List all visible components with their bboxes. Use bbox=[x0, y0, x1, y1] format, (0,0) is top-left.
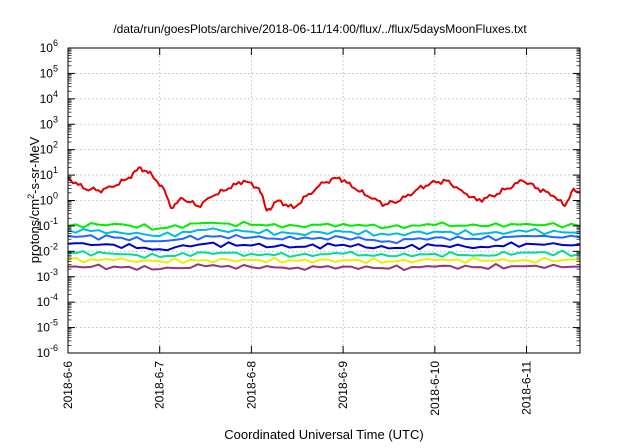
x-tick-label: 2018-6-9 bbox=[336, 361, 350, 409]
ticks bbox=[67, 47, 580, 354]
x-tick-label: 2018-6-7 bbox=[153, 361, 167, 409]
x-tick-labels: 2018-6-6 2018-6-7 2018-6-8 2018-6-9 2018-6-1… bbox=[61, 361, 534, 416]
y-tick-label: 10-5 bbox=[37, 318, 58, 335]
y-tick-label: 102 bbox=[40, 140, 58, 157]
y-tick-label: 10-2 bbox=[37, 241, 58, 258]
y-tick-label: 100 bbox=[40, 191, 58, 208]
grid-lines bbox=[68, 48, 580, 353]
series-line-4 bbox=[67, 234, 581, 245]
x-tick-label: 2018-6-8 bbox=[244, 361, 258, 409]
y-tick-label: 10-1 bbox=[37, 216, 58, 233]
x-tick-label: 2018-6-11 bbox=[520, 361, 534, 415]
y-tick-label: 103 bbox=[40, 114, 58, 131]
chart-title: /data/run/goesPlots/archive/2018-06-11/1… bbox=[113, 22, 527, 36]
y-tick-label: 101 bbox=[40, 165, 58, 182]
x-tick-label: 2018-6-6 bbox=[61, 361, 75, 409]
y-tick-label: 105 bbox=[40, 63, 58, 80]
series-line-2 bbox=[67, 220, 581, 231]
y-tick-label: 10-6 bbox=[37, 343, 58, 360]
series-line-3 bbox=[67, 227, 581, 238]
y-tick-label: 10-4 bbox=[37, 292, 58, 309]
series-line-5 bbox=[67, 241, 581, 252]
y-tick-labels: 106 105 104 103 102 101 100 10-1 10-2 10-3 10-4 10-… bbox=[37, 38, 58, 360]
series-line-7 bbox=[67, 256, 581, 264]
series-line-1 bbox=[67, 166, 581, 212]
series-line-8 bbox=[67, 263, 581, 272]
series-line-6 bbox=[67, 249, 581, 259]
y-tick-label: 10-3 bbox=[37, 267, 58, 284]
y-tick-label: 104 bbox=[40, 89, 58, 106]
y-tick-label: 106 bbox=[40, 38, 58, 55]
x-axis-label: Coordinated Universal Time (UTC) bbox=[224, 427, 424, 442]
series-group bbox=[67, 166, 581, 272]
x-tick-label: 2018-6-10 bbox=[428, 361, 442, 416]
